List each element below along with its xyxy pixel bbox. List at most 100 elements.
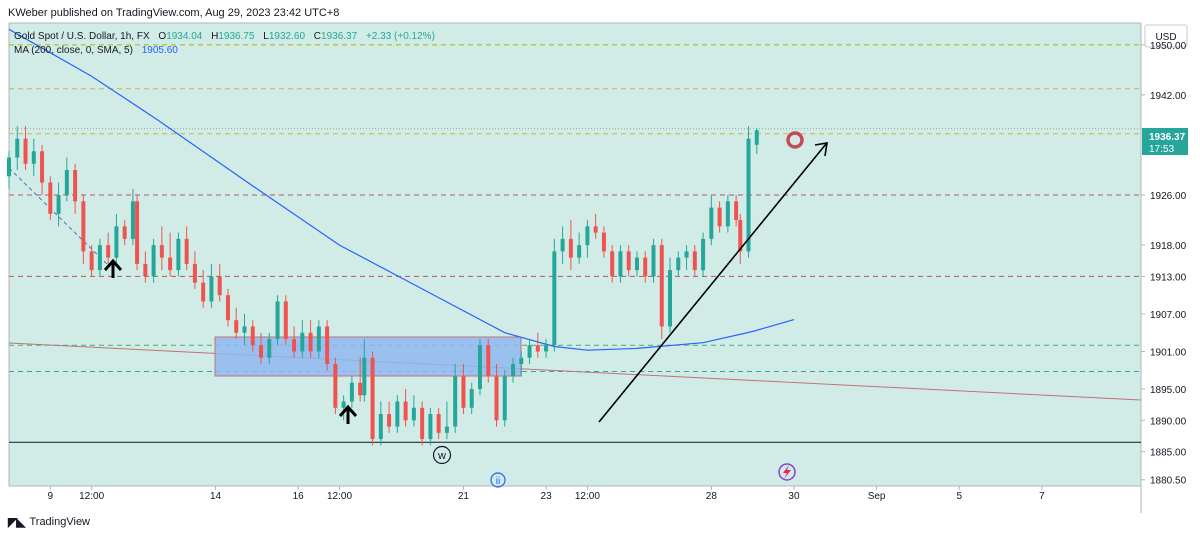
candle-38 [316,320,321,358]
candle-76 [626,245,631,277]
candle-body [477,345,482,390]
candle-body [242,326,247,333]
candle-body [709,207,714,239]
candle-43 [358,357,363,402]
x-tick-label: Sep [868,491,886,502]
candle-body [89,251,94,271]
candle-36 [300,320,305,358]
candle-body [267,338,272,358]
candle-body [378,414,383,440]
candle-49 [403,389,408,427]
long-red-trendline [8,342,1142,401]
candle-body [7,157,11,177]
tradingview-logo-icon: ◤◣ [8,515,25,529]
candle-body [159,245,164,258]
candle-86 [709,195,714,246]
candle-body [519,357,524,364]
candle-75 [618,245,623,283]
candle-32 [267,332,272,364]
svg-text:MA (200, close, 0, SMA, 5): MA (200, close, 0, SMA, 5) 1905.60 [14,45,178,56]
candle-body [308,332,313,352]
x-tick-label: 9 [48,491,54,502]
candle-78 [643,251,648,283]
candle-body [601,232,606,252]
candle-60 [494,363,499,427]
candle-58 [477,338,482,396]
candle-67 [552,238,557,352]
candle-body [184,238,189,264]
candle-body [56,195,61,214]
candle-63 [519,351,524,377]
symbol-title: Gold Spot / U.S. Dollar, 1h, FX [14,31,150,42]
candle-37 [308,320,313,358]
plot-background [9,23,1141,486]
candle-body [544,345,549,352]
candle-31 [259,332,264,364]
candle-body [15,138,20,158]
candle-body [420,407,425,440]
candle-body [552,251,557,346]
wave-w-label: w [437,450,446,462]
open-value: 1934.04 [166,31,203,42]
x-tick-label: 21 [458,491,470,502]
x-tick-label: 5 [956,491,962,502]
candle-body [64,170,69,196]
candle-body [31,151,36,164]
candle-35 [292,326,297,358]
candle-23 [192,251,197,289]
time-axis-background [9,486,1141,513]
candle-81 [668,257,673,333]
candle-body [461,376,466,408]
candle-body [325,326,330,364]
candle-56 [461,363,466,415]
candle-52 [428,407,433,446]
candle-body [659,245,664,327]
y-tick-label: 1913.00 [1150,272,1187,283]
candle-body [201,282,206,302]
candle-30 [250,320,255,352]
candle-body [560,238,565,252]
wave-ii-label: ii [496,476,500,487]
candle-77 [634,251,639,277]
x-tick-label: 28 [706,491,718,502]
candle-body [411,407,416,421]
candle-54 [444,401,449,440]
high-value: 1936.75 [218,31,255,42]
ma-value: 1905.60 [142,45,179,56]
candle-body [734,201,739,221]
candle-body [192,263,197,283]
tradingview-logo-text: TradingView [29,516,91,528]
price-axis-background [1141,23,1200,513]
candle-10 [89,245,94,277]
candle-39 [325,320,330,371]
candle-91 [746,126,751,258]
lightning-event-icon[interactable] [778,463,796,481]
candle-body [403,401,408,421]
candle-44 [362,338,367,402]
candle-24 [201,270,206,308]
y-tick-label: 1880.50 [1150,476,1187,487]
candle-13 [114,213,119,264]
candle-2 [23,126,28,171]
close-value: 1936.37 [321,31,358,42]
candle-body [81,201,86,252]
candle-body [97,245,102,271]
bar-countdown: 17:53 [1149,144,1174,155]
ma-label: MA (200, close, 0, SMA, 5) [14,45,133,56]
candle-18 [151,238,156,283]
wave-w-marker: w [432,445,452,465]
ma-200-line [8,28,795,351]
candle-83 [684,245,689,271]
candle-90 [738,213,743,264]
horizontal-levels [9,44,1141,443]
candle-68 [560,226,565,264]
candle-body [436,414,441,433]
candle-body [234,320,239,333]
candle-8 [73,163,78,214]
currency-button[interactable]: USD [1144,24,1188,48]
candle-body [395,401,400,427]
candle-47 [387,401,392,433]
candle-73 [601,226,606,258]
candle-48 [395,395,400,433]
